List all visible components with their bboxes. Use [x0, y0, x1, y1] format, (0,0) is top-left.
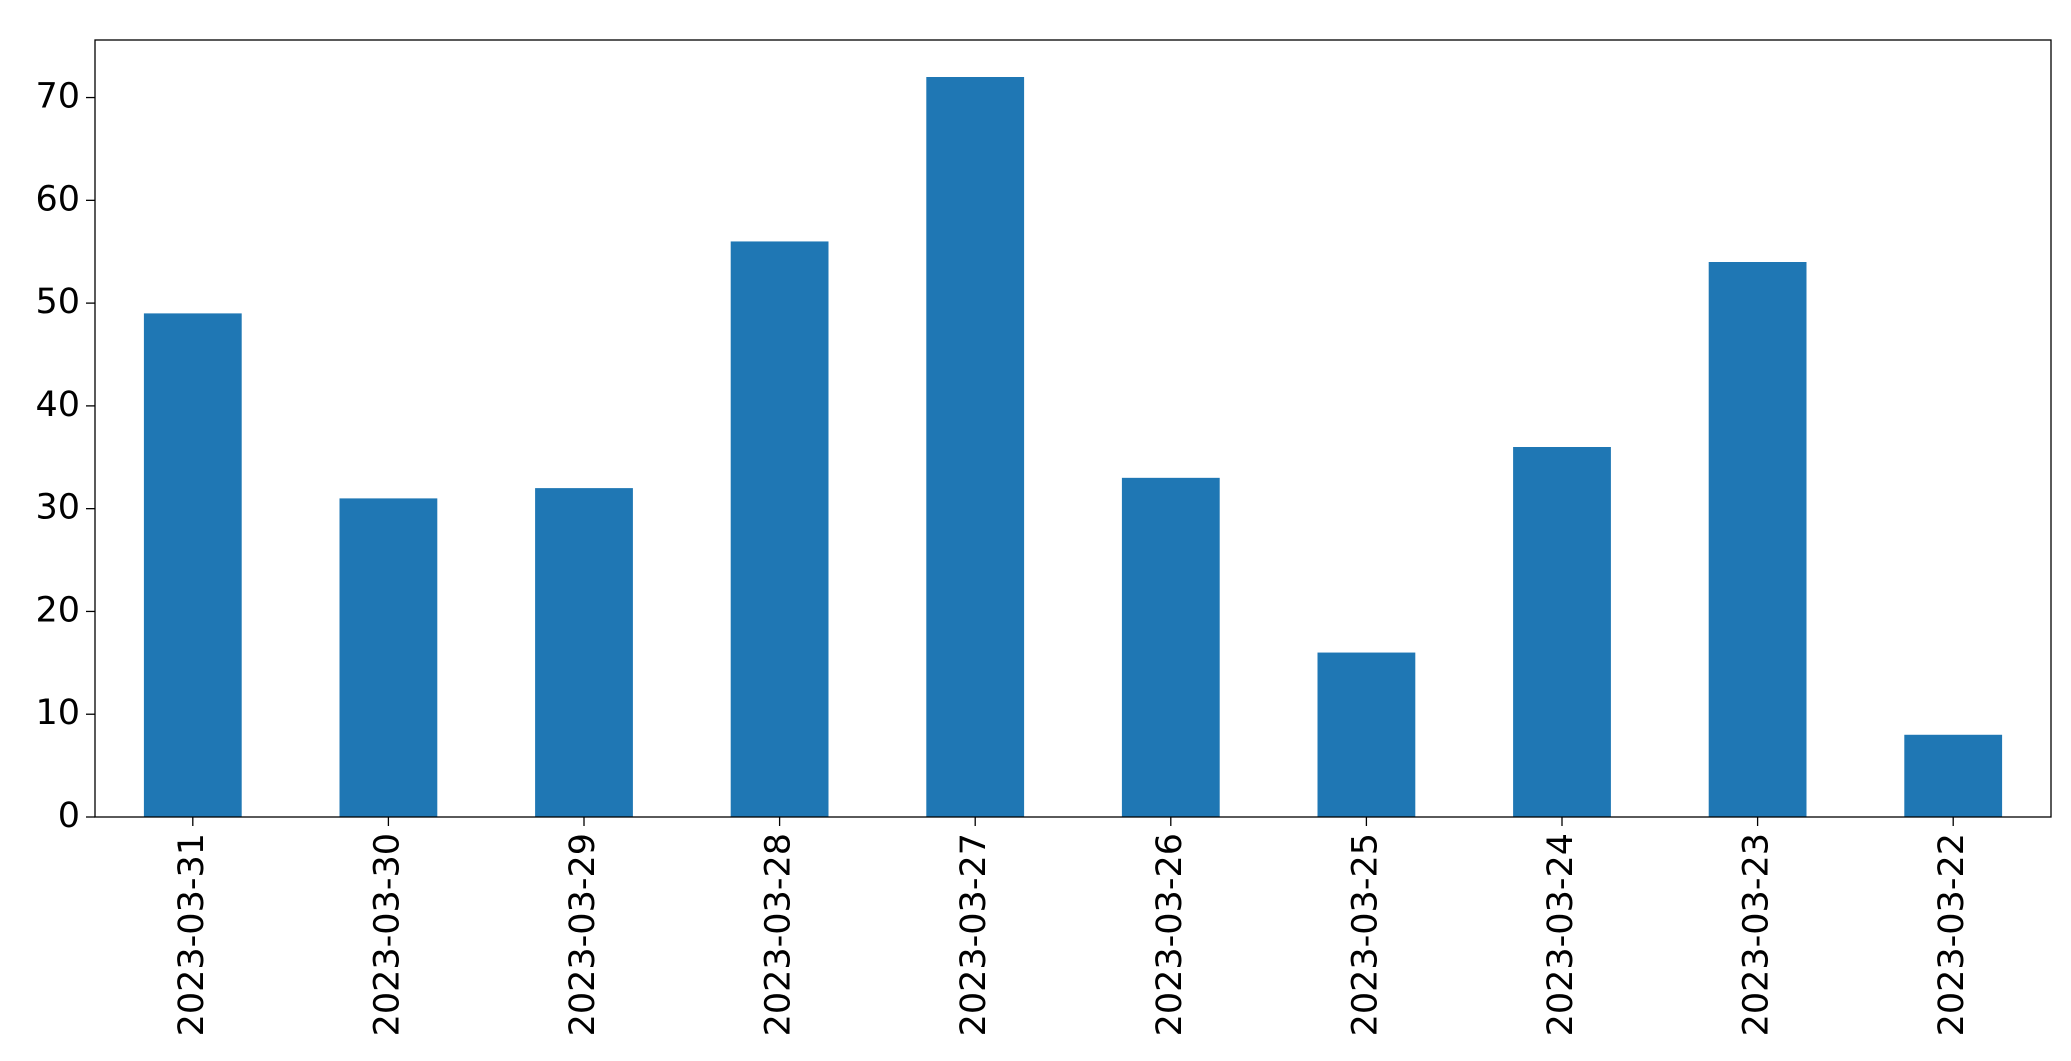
y-tick-label: 40 — [35, 385, 80, 425]
plot-frame — [94, 39, 2052, 818]
x-tick-label: 2023-03-26 — [1150, 833, 1190, 1036]
x-tick-label: 2023-03-23 — [1737, 833, 1777, 1036]
x-tick-label: 2023-03-28 — [759, 833, 799, 1036]
y-tick-label: 60 — [35, 179, 80, 219]
x-tick-label: 2023-03-24 — [1541, 833, 1581, 1036]
x-tick-label: 2023-03-29 — [563, 833, 603, 1036]
bar — [535, 488, 633, 817]
x-tick-label: 2023-03-27 — [954, 833, 994, 1036]
bar — [1708, 262, 1807, 817]
bar — [339, 498, 438, 817]
x-tick-label: 2023-03-22 — [1932, 833, 1972, 1036]
bar — [143, 313, 242, 817]
y-tick-label: 10 — [35, 693, 80, 733]
bar — [926, 77, 1025, 817]
bar — [1904, 734, 2003, 817]
y-tick-label: 70 — [35, 77, 80, 117]
y-tick-label: 30 — [35, 488, 80, 528]
bar — [1121, 477, 1220, 817]
y-tick-label: 50 — [35, 282, 80, 322]
x-tick-label: 2023-03-30 — [367, 833, 407, 1036]
y-tick-label: 20 — [35, 590, 80, 630]
bar — [730, 241, 829, 817]
y-tick-label: 0 — [58, 796, 80, 836]
bar — [1317, 652, 1416, 817]
x-tick-label: 2023-03-25 — [1345, 833, 1385, 1036]
bar — [1513, 447, 1611, 817]
x-tick-label: 2023-03-31 — [172, 833, 212, 1036]
